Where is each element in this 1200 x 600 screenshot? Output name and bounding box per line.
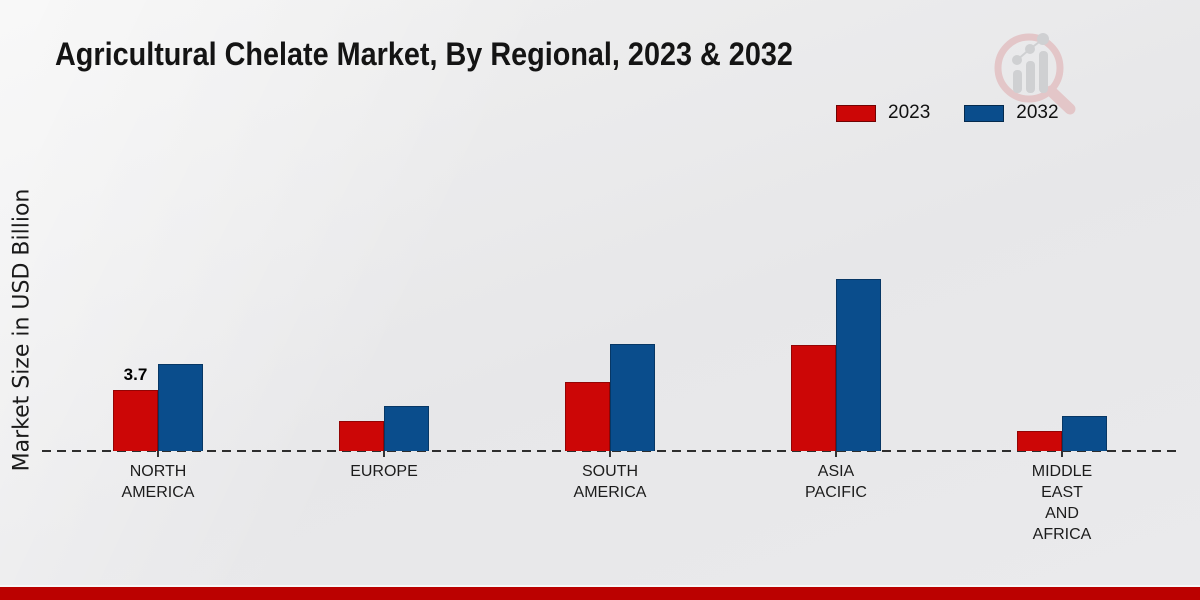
x-axis: NORTH AMERICA EUROPE SOUTH AMERICA ASIA PAC… (45, 451, 1175, 571)
category-label: ASIA PACIFIC (805, 463, 867, 501)
legend-swatch-2023 (836, 104, 876, 122)
legend: 2023 2032 (836, 102, 1059, 124)
x-axis-tick (609, 451, 611, 457)
x-axis-tick (835, 451, 837, 457)
plot-area: 3.7 (45, 0, 1175, 451)
legend-swatch-2032 (964, 104, 1005, 122)
legend-item-2032: 2032 (964, 102, 1059, 124)
category-label: NORTH AMERICA (121, 463, 195, 501)
bar-2023-category-0: 3.7 (113, 365, 158, 451)
bar-2032-category-2 (610, 344, 655, 451)
x-axis-tick (1061, 451, 1063, 457)
bar-2023-category-2 (565, 382, 610, 451)
x-axis-tick (383, 451, 385, 457)
legend-label-2032: 2032 (1016, 102, 1059, 123)
bar-2023-category-1 (339, 421, 384, 451)
category-label: MIDDLE EAST AND AFRICA (1031, 463, 1093, 543)
chart-title: Agricultural Chelate Market, By Regional… (55, 36, 793, 72)
bar-2023-category-4 (1017, 431, 1062, 451)
bar-2032-category-1 (384, 406, 429, 451)
footer-stripe (0, 585, 1200, 600)
magnifier-bar-chart-logo-icon (994, 33, 1076, 115)
category-label: SOUTH AMERICA (573, 463, 647, 501)
bar-2032-category-0 (158, 364, 203, 451)
y-axis-label: Market Size in USD Billion (9, 188, 35, 472)
bar-2023-category-3 (791, 345, 836, 451)
bar-value-label: 3.7 (123, 365, 148, 384)
category-label: EUROPE (350, 463, 418, 480)
bar-2032-category-4 (1062, 416, 1107, 451)
x-axis-tick (157, 451, 159, 457)
legend-label-2023: 2023 (888, 102, 931, 123)
bar-2032-category-3 (836, 279, 881, 451)
legend-item-2023: 2023 (836, 102, 930, 124)
